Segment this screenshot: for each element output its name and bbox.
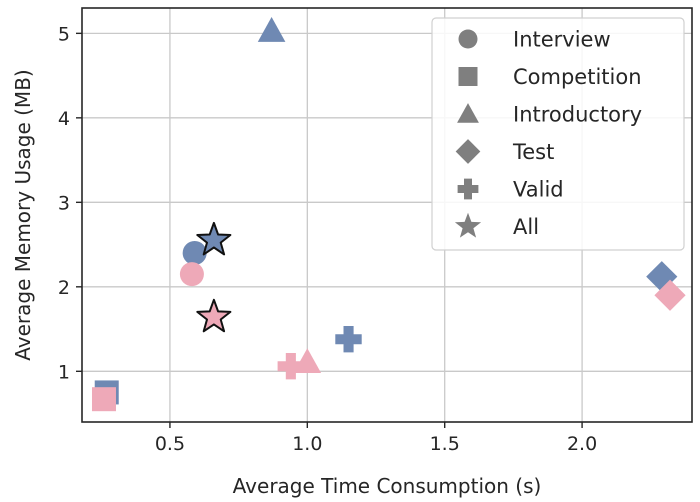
- legend-label: Test: [512, 140, 554, 164]
- x-tick-label: 1.5: [430, 433, 460, 455]
- legend-label: All: [513, 215, 539, 239]
- tick-labels: 0.5 1.0 1.5 2.0 1 2 3 4 5: [58, 23, 597, 455]
- legend: Interview Competition Introductory Test Vali…: [431, 17, 685, 251]
- plot-frame: [81, 7, 693, 423]
- legend-label: Competition: [513, 65, 642, 89]
- legend-star-icon: [454, 212, 482, 238]
- legend-plus-icon: [457, 178, 479, 200]
- legend-label: Valid: [513, 178, 564, 202]
- x-tick-label: 2.0: [567, 433, 597, 455]
- point-competition-group-b: [91, 387, 116, 412]
- y-tick-label: 4: [58, 108, 70, 130]
- point-all-group-a: [196, 221, 232, 256]
- point-valid-group-a: [335, 326, 362, 353]
- y-axis-title: Average Memory Usage (MB): [11, 69, 35, 360]
- x-axis-title: Average Time Consumption (s): [233, 474, 542, 498]
- y-tick-label: 5: [58, 23, 70, 45]
- legend-box: [431, 17, 685, 251]
- point-interview-group-b: [179, 262, 204, 287]
- point-test-group-b: [654, 279, 686, 311]
- x-tick-label: 0.5: [155, 433, 185, 455]
- data-points: [91, 17, 686, 412]
- legend-label: Interview: [513, 28, 611, 52]
- legend-circle-icon: [458, 29, 478, 49]
- x-tick-label: 1.0: [292, 433, 322, 455]
- legend-diamond-icon: [455, 139, 481, 164]
- legend-triangle-icon: [457, 103, 479, 123]
- y-tick-label: 2: [58, 277, 70, 299]
- point-valid-group-b: [277, 353, 304, 380]
- legend-square-icon: [458, 67, 478, 86]
- point-introductory-group-a: [257, 17, 286, 42]
- y-tick-label: 1: [58, 361, 70, 383]
- legend-label: Introductory: [513, 103, 642, 127]
- point-interview-group-a: [182, 241, 207, 266]
- y-tick-label: 3: [58, 192, 70, 214]
- point-all-group-b: [196, 298, 232, 333]
